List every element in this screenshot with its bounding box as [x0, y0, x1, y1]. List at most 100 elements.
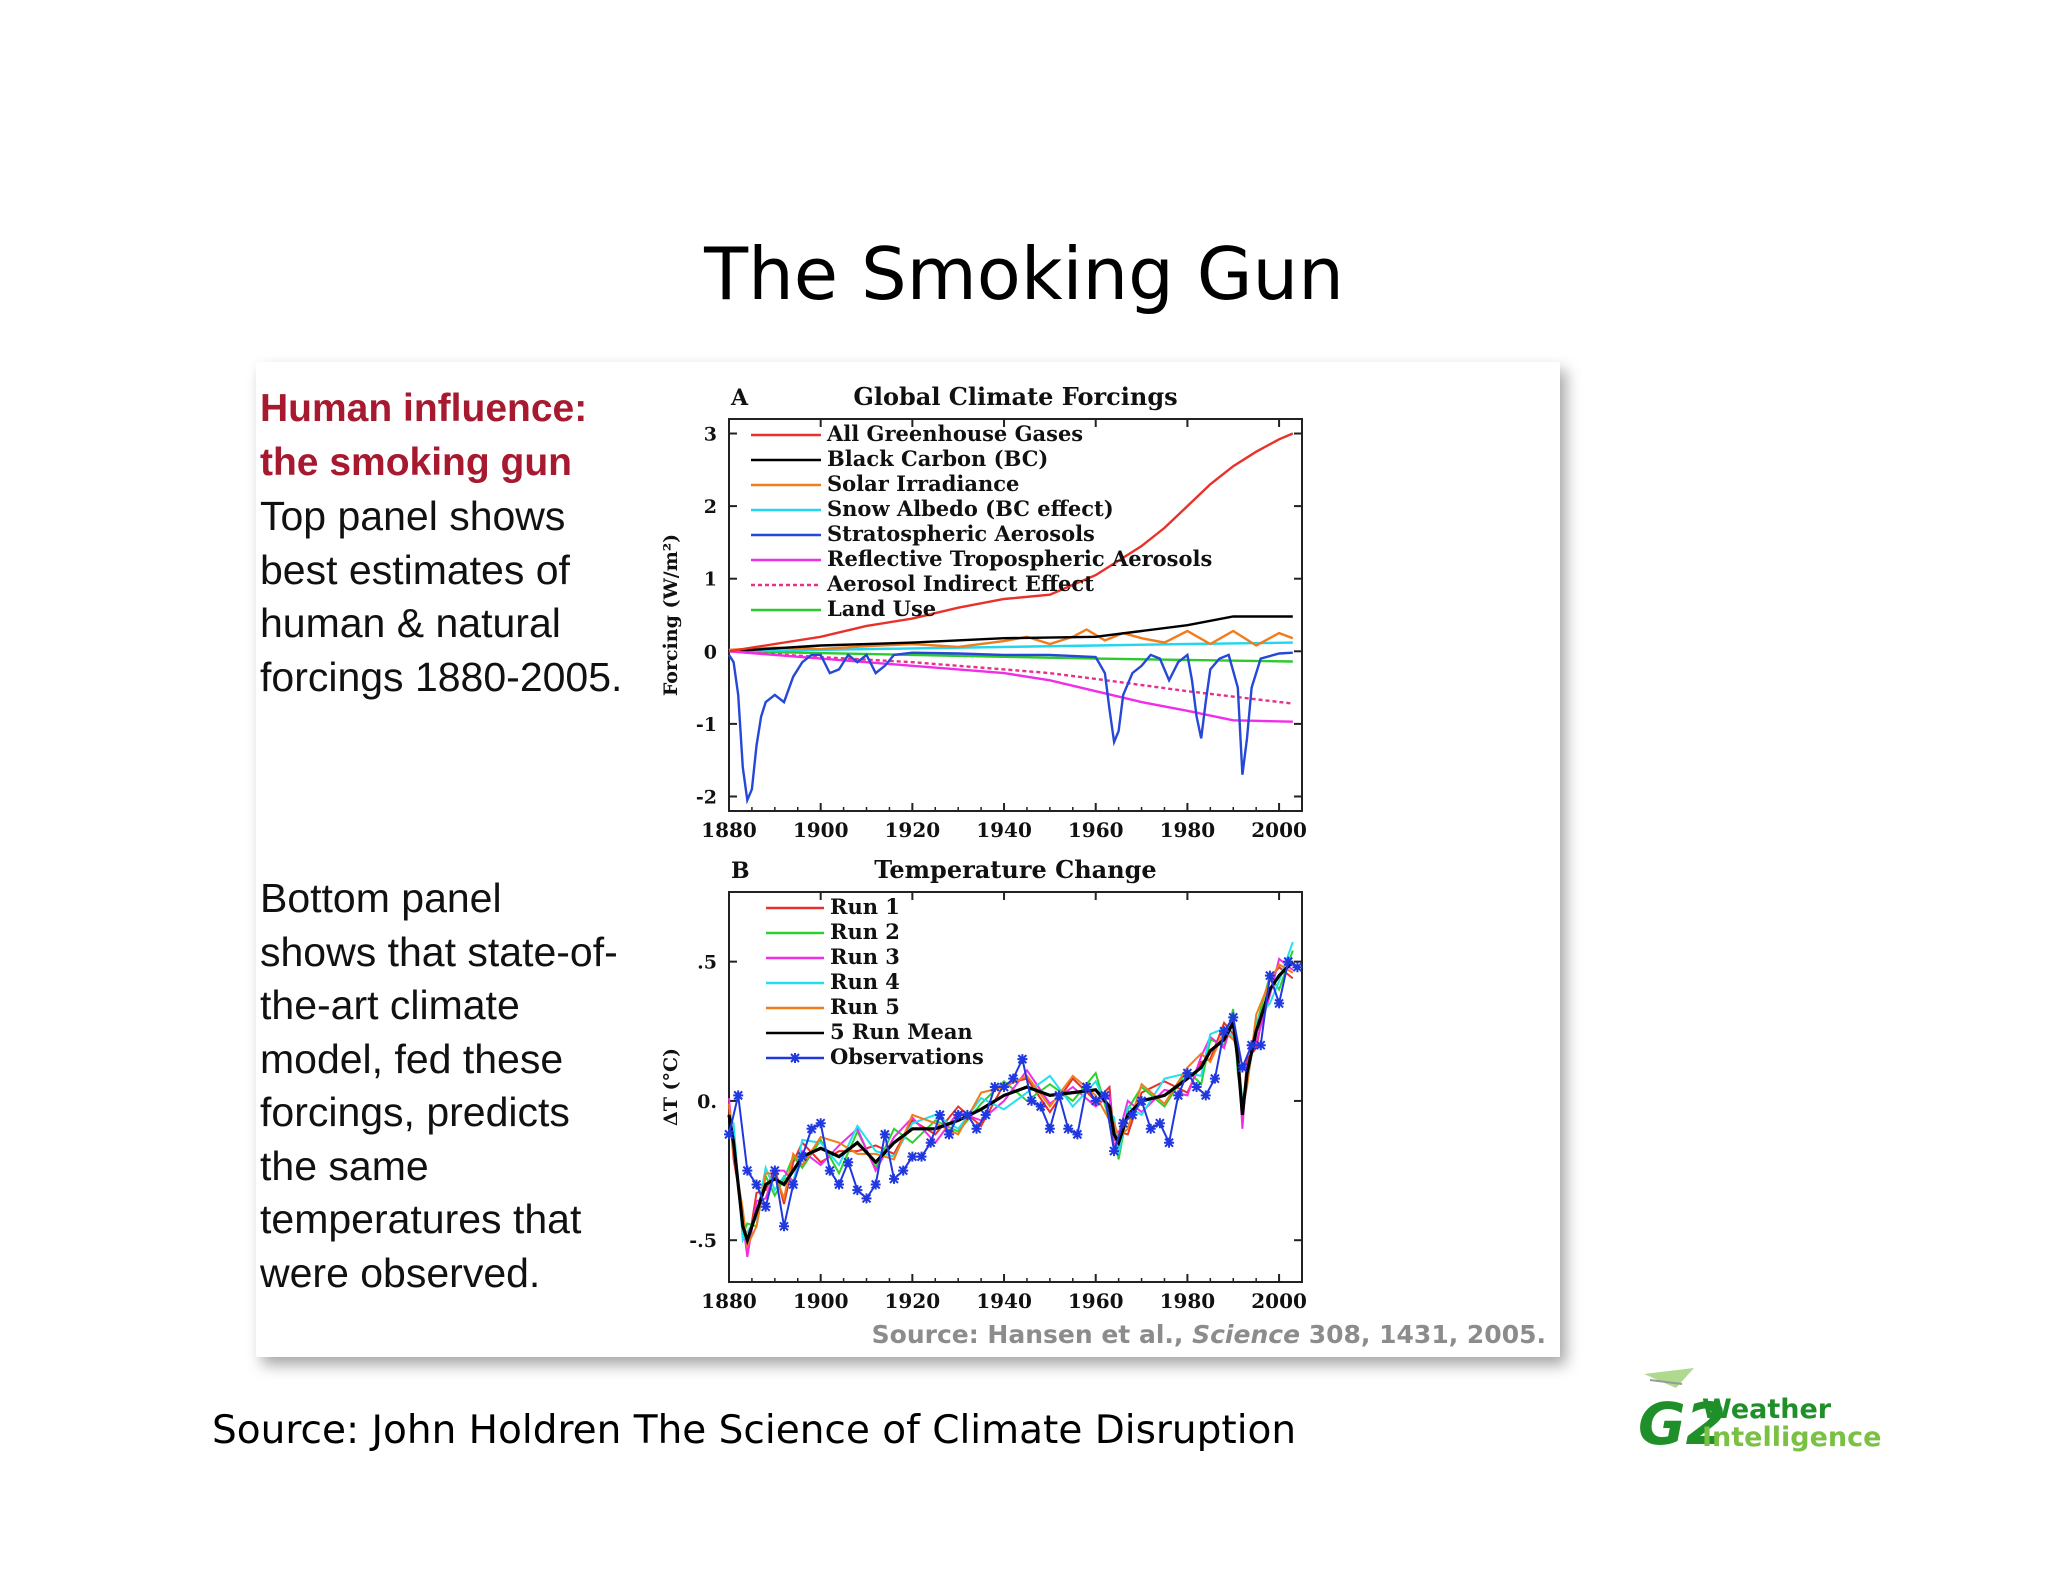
legend-label: All Greenhouse Gases: [826, 421, 1083, 446]
caption-top-line: human & natural: [260, 600, 561, 646]
observation-marker: [1145, 1123, 1156, 1134]
observation-marker: [1127, 1109, 1138, 1120]
caption-bottom-line: Bottom panel: [260, 875, 502, 921]
y-tick-label: 2: [704, 496, 717, 518]
observation-marker: [879, 1129, 890, 1140]
x-tick-label: 1960: [1068, 1289, 1124, 1313]
series-line: [728, 432, 1294, 653]
legend-marker: [790, 1053, 800, 1063]
observation-marker: [1283, 956, 1294, 967]
observation-marker: [1164, 1137, 1175, 1148]
legend-label: Run 4: [830, 969, 900, 994]
observation-marker: [1200, 1090, 1211, 1101]
slide-title: The Smoking Gun: [704, 232, 1344, 316]
caption-bottom-line: were observed.: [260, 1249, 541, 1296]
x-tick-label: 1880: [701, 1289, 757, 1313]
observation-marker: [1182, 1068, 1193, 1079]
series-group: [724, 941, 1303, 1258]
caption-heading: Human influence: the smoking gun: [260, 382, 587, 490]
x-tick-label: 2000: [1251, 818, 1307, 842]
observation-marker: [1255, 1040, 1266, 1051]
observation-marker: [953, 1109, 964, 1120]
y-tick-label: -2: [696, 786, 717, 808]
caption-heading-line-1: Human influence:: [260, 387, 588, 430]
caption-bottom-line: the-art climate: [260, 982, 520, 1028]
series-line: [728, 628, 1294, 651]
observation-marker: [989, 1082, 1000, 1092]
logo-mark-text: G2: [1638, 1390, 1726, 1456]
chart-area: A Global Climate Forcings Forcing (W/m²) 18…: [660, 382, 1307, 1313]
caption-top-line: Top panel shows: [260, 493, 566, 539]
observation-marker: [815, 1118, 826, 1129]
x-tick-label: 1980: [1160, 818, 1216, 842]
figure-source-prefix: Source: Hansen et al.,: [871, 1320, 1193, 1349]
legend-label: 5 Run Mean: [830, 1019, 973, 1044]
y-axis-label: Forcing (W/m²): [660, 534, 682, 696]
slide-source: Source: John Holdren The Science of Clim…: [212, 1408, 1297, 1453]
observation-marker: [925, 1137, 936, 1148]
observation-marker: [1209, 1073, 1220, 1084]
observation-marker: [1090, 1095, 1101, 1106]
series-line: [728, 650, 1293, 663]
observation-marker: [971, 1123, 982, 1134]
caption-bottom-text: Bottom panel shows that state-of- the-ar…: [260, 872, 730, 1300]
panel-title: Global Climate Forcings: [853, 382, 1177, 411]
series-line: [727, 960, 1294, 1246]
series-line: [727, 651, 1293, 805]
y-tick-label: -1: [696, 714, 717, 736]
observation-marker: [962, 1109, 973, 1120]
plot-frame: [728, 418, 1303, 812]
observation-marker: [769, 1165, 780, 1176]
legend-label: Land Use: [827, 596, 936, 621]
x-tick-label: 1900: [793, 818, 849, 842]
observation-marker: [843, 1157, 854, 1168]
observation-marker: [898, 1165, 909, 1176]
observation-marker: [1072, 1129, 1083, 1140]
series-group: [727, 432, 1294, 805]
x-tick-label: 1980: [1160, 1289, 1216, 1313]
observation-marker: [724, 1129, 734, 1140]
observation-marker: [1054, 1090, 1065, 1101]
observation-marker: [1237, 1062, 1248, 1073]
panel-label: B: [731, 858, 750, 884]
legend-label: Reflective Tropospheric Aerosols: [827, 546, 1212, 571]
observation-marker: [779, 1221, 790, 1232]
observation-marker: [1026, 1095, 1037, 1106]
figure-card: A Global Climate Forcings Forcing (W/m²) 18…: [256, 362, 1560, 1357]
legend-label: Snow Albedo (BC effect): [827, 496, 1114, 521]
observation-marker: [1063, 1123, 1074, 1134]
observation-marker: [934, 1109, 945, 1120]
observation-marker: [1008, 1073, 1019, 1084]
legend-label: Solar Irradiance: [827, 471, 1019, 496]
caption-top-line: forcings 1880-2005.: [260, 653, 623, 700]
g2-weather-logo: G2 Weather Intelligence: [1636, 1366, 1881, 1458]
caption-heading-line-2: the smoking gun: [260, 441, 572, 484]
caption-top-text: Top panel shows best estimates of human …: [260, 490, 730, 704]
series-line: [728, 957, 1294, 1258]
observation-marker: [1264, 970, 1275, 981]
observation-marker: [1099, 1090, 1110, 1101]
x-tick-label: 1920: [885, 818, 941, 842]
figure-source-journal: Science: [1192, 1320, 1301, 1349]
y-tick-label: 0: [704, 641, 717, 663]
caption-bottom-line: the same: [260, 1142, 429, 1189]
logo-mark-icon: G2: [1638, 1368, 1726, 1458]
legend-label: Run 2: [830, 919, 900, 944]
x-tick-label: 1940: [976, 1289, 1032, 1313]
series-line: [728, 650, 1293, 723]
x-tick-label: 2000: [1251, 1289, 1307, 1313]
observation-marker: [733, 1090, 744, 1101]
observation-marker: [980, 1109, 991, 1120]
observation-marker: [797, 1151, 808, 1162]
y-tick-label: -.5: [689, 1230, 717, 1252]
x-tick-label: 1940: [976, 818, 1032, 842]
observation-marker: [751, 1179, 762, 1190]
legend-label: Black Carbon (BC): [827, 446, 1048, 471]
observation-marker: [742, 1165, 753, 1176]
observation-marker: [889, 1173, 900, 1184]
x-tick-label: 1880: [701, 818, 757, 842]
series-line: [728, 641, 1293, 653]
observation-marker: [1118, 1118, 1129, 1129]
caption-bottom-line: shows that state-of-: [260, 928, 618, 975]
caption-top-line: best estimates of: [260, 546, 570, 593]
